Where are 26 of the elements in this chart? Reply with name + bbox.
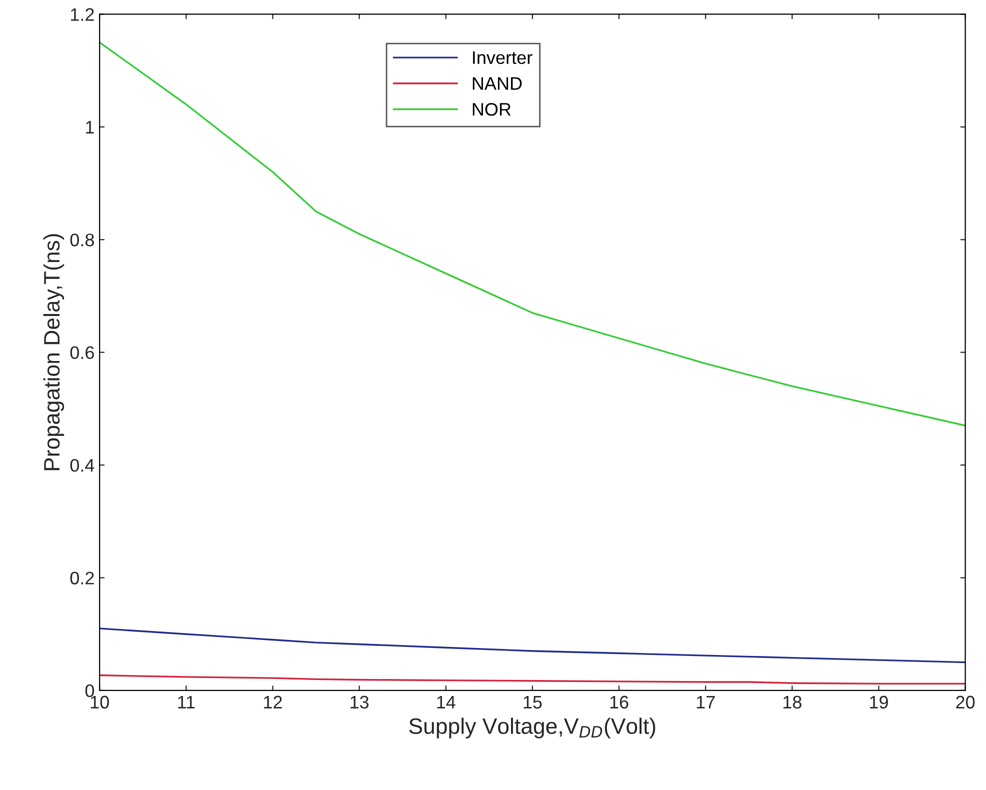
- x-tick-label: 13: [350, 696, 369, 709]
- x-tick-label: 15: [524, 696, 542, 709]
- line-series: [100, 674, 966, 685]
- x-tick-label: 10: [90, 696, 109, 709]
- x-tick-label: 12: [264, 696, 282, 708]
- x-tick-label: 19: [870, 696, 888, 709]
- line-series: [100, 42, 966, 426]
- y-tick-label: 0: [85, 684, 94, 698]
- legend-label: NOR: [472, 102, 511, 116]
- x-tick-label: 17: [696, 696, 715, 708]
- x-tick-label: 20: [956, 696, 975, 709]
- y-tick-label: 0.2: [70, 572, 94, 584]
- y-tick-label: 1.2: [71, 8, 94, 21]
- x-tick-label: 14: [437, 696, 456, 708]
- legend-label: Inverter: [473, 51, 532, 64]
- x-tick-label: 18: [783, 696, 802, 709]
- y-tick-label: 0.6: [70, 346, 94, 360]
- legend-label: NAND: [472, 77, 522, 90]
- x-axis-title: Supply Voltage,V$_{DD}$(Volt): [409, 718, 656, 738]
- x-tick-label: 16: [610, 696, 628, 709]
- y-axis-title: Propagation Delay,T(ns): [43, 234, 64, 470]
- y-tick-label: 0.4: [70, 458, 94, 472]
- y-tick-label: 1: [86, 121, 94, 134]
- line-series: [100, 628, 966, 664]
- y-tick-label: 0.8: [70, 234, 94, 246]
- x-tick-label: 11: [178, 696, 195, 708]
